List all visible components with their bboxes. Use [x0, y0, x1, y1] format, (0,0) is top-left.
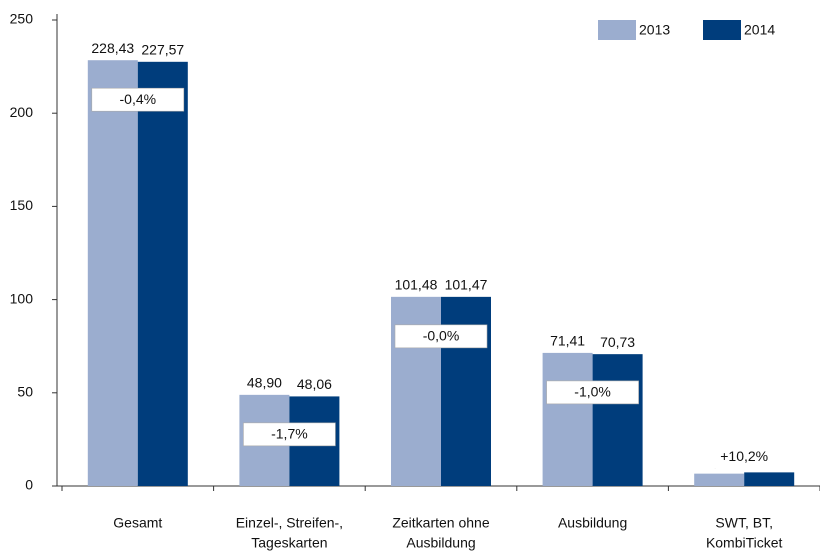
bar [694, 473, 745, 486]
x-tick-label: SWT, BT, [715, 515, 773, 531]
x-tick-label: Einzel-, Streifen-, [236, 515, 343, 531]
y-tick-label: 0 [25, 477, 33, 493]
value-label: 48,06 [297, 376, 332, 392]
x-tick-label: Tageskarten [251, 535, 327, 551]
x-tick-label: Gesamt [113, 515, 162, 531]
x-tick-label: Zeitkarten ohne [392, 515, 489, 531]
annotation-box [394, 324, 488, 349]
value-label: 48,90 [247, 375, 282, 391]
annotation-box [546, 380, 639, 405]
y-tick-label: 50 [17, 384, 33, 400]
bar [542, 352, 593, 486]
y-tick-label: 200 [10, 104, 34, 120]
x-tick-label: Ausbildung [406, 535, 475, 551]
y-tick-label: 100 [10, 290, 34, 306]
annotation: -0,4% [120, 91, 157, 107]
annotation-box [698, 445, 791, 469]
value-label: 228,43 [91, 40, 134, 56]
legend-swatch [703, 20, 741, 40]
bar [592, 354, 643, 486]
x-tick-label: KombiTicket [706, 535, 783, 551]
bar [87, 60, 138, 486]
annotation: -1,0% [574, 384, 611, 400]
x-tick-label: Ausbildung [558, 515, 627, 531]
value-label: 227,57 [141, 42, 184, 58]
legend-label: 2014 [744, 22, 775, 38]
annotation: -1,7% [271, 426, 308, 442]
bar [744, 472, 795, 486]
annotation-box [243, 422, 336, 447]
y-tick-label: 250 [10, 11, 34, 27]
legend-label: 2013 [639, 22, 670, 38]
value-label: 71,41 [550, 333, 585, 349]
value-label: 70,73 [600, 334, 635, 350]
annotation: +10,2% [720, 448, 768, 464]
value-label: 101,47 [445, 277, 488, 293]
legend-swatch [598, 20, 636, 40]
annotation: -0,0% [423, 328, 460, 344]
bar [137, 61, 188, 487]
value-label: 101,48 [395, 277, 438, 293]
annotation-box [91, 87, 185, 112]
y-tick-label: 150 [10, 197, 34, 213]
